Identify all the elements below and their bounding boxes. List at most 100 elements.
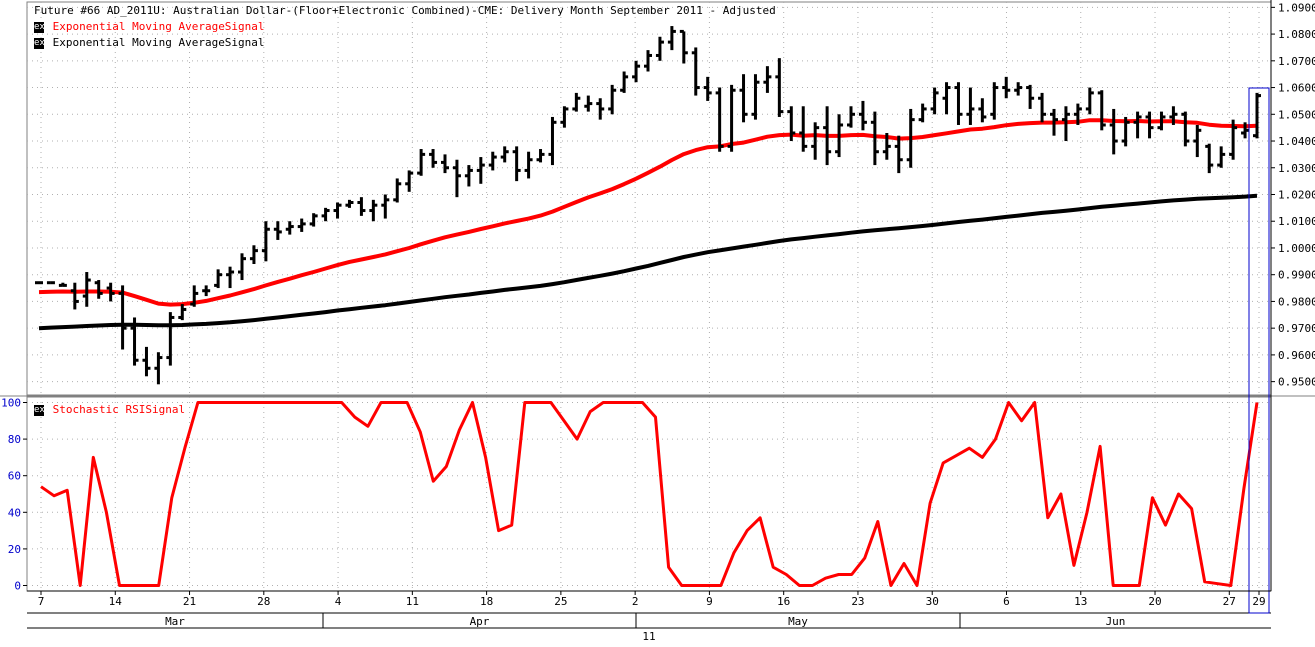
ohlc-bar bbox=[1169, 106, 1178, 125]
ohlc-bar bbox=[942, 82, 951, 115]
ohlc-bar bbox=[596, 98, 605, 120]
day-label: 21 bbox=[183, 595, 196, 608]
ohlc-bar bbox=[906, 108, 915, 168]
ohlc-bar bbox=[715, 87, 724, 152]
ohlc-bar bbox=[357, 197, 366, 216]
legend-stoch-rsi[interactable]: ex Stochastic RSISignal bbox=[34, 402, 185, 417]
price-tick-label: 0.9600 bbox=[1278, 349, 1315, 362]
ohlc-bar bbox=[309, 213, 318, 227]
price-tick-label: 0.9800 bbox=[1278, 295, 1315, 308]
ohlc-bar bbox=[1014, 82, 1023, 96]
ema-line-black bbox=[38, 193, 1258, 331]
ohlc-bar bbox=[858, 100, 867, 131]
ohlc-bar bbox=[142, 346, 151, 377]
year-label: 11 bbox=[642, 630, 655, 643]
ohlc-bar bbox=[1241, 122, 1250, 139]
ohlc-bar bbox=[429, 149, 438, 168]
ohlc-bar bbox=[584, 95, 593, 112]
price-tick-label: 1.0000 bbox=[1278, 242, 1315, 255]
legend-ema-black[interactable]: ex Exponential Moving AverageSignal bbox=[34, 35, 265, 50]
ohlc-bar bbox=[106, 282, 115, 302]
ohlc-bar bbox=[512, 146, 521, 182]
ohlc-bar bbox=[703, 76, 712, 101]
month-label: Apr bbox=[470, 615, 490, 628]
ohlc-bar bbox=[94, 280, 103, 299]
ex-icon[interactable]: ex bbox=[34, 37, 45, 49]
ohlc-bar bbox=[572, 92, 581, 112]
ohlc-bar bbox=[441, 154, 449, 174]
ohlc-bar bbox=[1085, 87, 1094, 115]
ohlc-bar bbox=[1038, 92, 1047, 123]
price-pane[interactable] bbox=[26, 1, 1272, 396]
stochastic-axis: 0 20 40 60 80 100 bbox=[1, 396, 27, 593]
ohlc-bar bbox=[1217, 146, 1226, 168]
ohlc-bar bbox=[82, 272, 91, 307]
ohlc-bar bbox=[238, 253, 246, 281]
ohlc-bar bbox=[751, 74, 760, 120]
ohlc-bar bbox=[799, 106, 808, 152]
price-axis: 0.9500 0.9600 0.9700 0.9800 0.9900 1.0000 1.01… bbox=[1271, 1, 1315, 389]
stochastic-pane[interactable] bbox=[26, 396, 1272, 592]
price-tick-label: 0.9500 bbox=[1278, 376, 1315, 389]
ohlc-bar bbox=[1133, 111, 1142, 139]
ex-icon[interactable]: ex bbox=[34, 404, 45, 416]
month-label: Mar bbox=[165, 615, 185, 628]
day-label: 29 bbox=[1252, 595, 1265, 608]
ohlc-bar bbox=[214, 269, 223, 289]
ohlc-bar bbox=[691, 47, 700, 96]
ohlc-bar bbox=[452, 159, 461, 198]
ohlc-bar bbox=[620, 71, 629, 93]
ohlc-bar bbox=[1121, 116, 1130, 147]
ohlc-bar bbox=[954, 82, 963, 125]
legend-label: Exponential Moving AverageSignal bbox=[52, 20, 265, 33]
stochastic-tick-label: 40 bbox=[8, 506, 21, 519]
stochastic-tick-label: 20 bbox=[8, 543, 21, 556]
ohlc-bar bbox=[894, 135, 903, 174]
legend-ema-red[interactable]: ex Exponential Moving AverageSignal bbox=[34, 19, 265, 34]
ohlc-bar bbox=[154, 352, 163, 385]
ohlc-bar bbox=[835, 114, 844, 158]
ohlc-bar bbox=[58, 282, 67, 287]
ohlc-bar bbox=[763, 66, 772, 93]
ohlc-bar bbox=[823, 106, 832, 166]
ohlc-bar bbox=[1253, 92, 1261, 139]
ohlc-bar bbox=[285, 221, 294, 235]
ohlc-bar bbox=[321, 207, 330, 222]
ohlc-bar bbox=[870, 111, 879, 166]
ohlc-bar bbox=[70, 282, 79, 310]
day-label: 4 bbox=[335, 595, 342, 608]
day-label: 11 bbox=[406, 595, 419, 608]
ohlc-bar bbox=[1073, 103, 1082, 125]
chart-title: Future #66 AD_2011U: Australian Dollar-(… bbox=[34, 4, 776, 17]
price-tick-label: 1.0600 bbox=[1278, 82, 1315, 95]
day-label: 9 bbox=[706, 595, 713, 608]
ohlc-bar bbox=[739, 74, 748, 123]
day-label: 20 bbox=[1148, 595, 1161, 608]
ohlc-bar bbox=[190, 285, 199, 307]
ohlc-bar bbox=[632, 60, 641, 83]
ohlc-bar bbox=[273, 221, 282, 240]
ohlc-bar bbox=[297, 218, 306, 232]
day-label: 6 bbox=[1003, 595, 1010, 608]
legend-label: Exponential Moving AverageSignal bbox=[52, 36, 265, 49]
price-tick-label: 1.0900 bbox=[1278, 1, 1315, 14]
ohlc-bar bbox=[990, 82, 999, 120]
ohlc-bar bbox=[978, 98, 987, 123]
ohlc-bar bbox=[1229, 119, 1238, 160]
stochastic-tick-label: 100 bbox=[1, 396, 21, 409]
day-label: 25 bbox=[554, 595, 567, 608]
legend-label: Stochastic RSISignal bbox=[52, 403, 186, 416]
ohlc-bar bbox=[1026, 84, 1035, 109]
ohlc-bar bbox=[226, 266, 235, 289]
ohlc-bar bbox=[560, 106, 569, 128]
month-label: Jun bbox=[1106, 615, 1126, 628]
day-label: 30 bbox=[926, 595, 939, 608]
ex-icon[interactable]: ex bbox=[34, 21, 45, 33]
price-tick-label: 1.0100 bbox=[1278, 215, 1315, 228]
price-tick-label: 1.0500 bbox=[1278, 108, 1315, 121]
price-tick-label: 1.0300 bbox=[1278, 162, 1315, 175]
ohlc-bar bbox=[476, 157, 485, 184]
